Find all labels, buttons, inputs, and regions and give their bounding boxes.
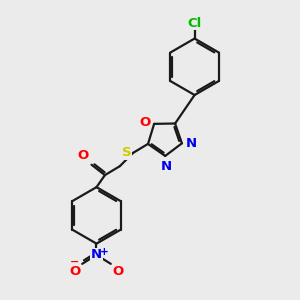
Text: O: O: [112, 265, 124, 278]
Text: Cl: Cl: [188, 16, 202, 30]
Text: N: N: [161, 160, 172, 173]
Text: +: +: [100, 247, 109, 257]
Text: O: O: [70, 265, 81, 278]
Text: N: N: [91, 248, 102, 261]
Text: S: S: [122, 146, 132, 159]
Text: O: O: [139, 116, 151, 129]
Text: O: O: [77, 149, 88, 162]
Text: −: −: [70, 257, 80, 267]
Text: N: N: [185, 137, 197, 150]
